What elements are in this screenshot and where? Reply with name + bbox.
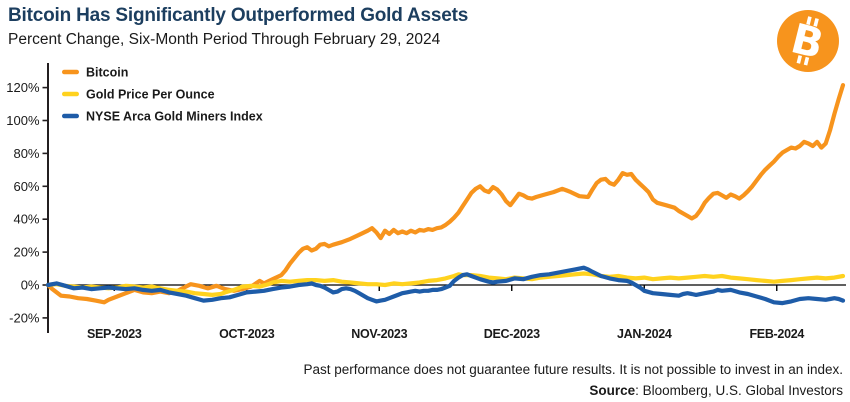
legend-label: NYSE Arca Gold Miners Index [86, 110, 263, 124]
page-title: Bitcoin Has Significantly Outperformed G… [8, 5, 469, 26]
performance-line-chart: 120% 100% 80% 60% 40% 20% 0% -20% SEP-2023 OCT-20… [6, 63, 846, 341]
y-tick-label: 60% [13, 179, 39, 194]
y-tick-label: -20% [9, 310, 40, 325]
bitcoin-coin-icon: B [777, 10, 839, 72]
x-tick-label: FEB-2024 [749, 327, 804, 341]
x-tick-label: JAN-2024 [617, 327, 672, 341]
x-tick-label: OCT-2023 [219, 327, 275, 341]
legend-label: Bitcoin [86, 66, 128, 80]
series-line-nyse-arca-gold-miners-index [45, 265, 846, 306]
page-subtitle: Percent Change, Six-Month Period Through… [8, 31, 441, 48]
x-tick-label: NOV-2023 [351, 327, 407, 341]
y-tick-label: 20% [13, 245, 39, 260]
x-tick-label: DEC-2023 [484, 327, 540, 341]
y-tick-label: 120% [6, 80, 40, 95]
source-text: : Bloomberg, U.S. Global Investors [635, 383, 843, 398]
legend-swatch-2 [62, 91, 79, 97]
legend-label: Gold Price Per Ounce [86, 88, 215, 102]
disclaimer-text: Past performance does not guarantee futu… [303, 362, 843, 377]
source-line: Source: Bloomberg, U.S. Global Investors [303, 380, 843, 401]
legend-swatch-3 [62, 113, 79, 119]
chart-footer: Past performance does not guarantee futu… [303, 359, 843, 401]
y-tick-label: 100% [6, 113, 40, 128]
bitcoin-logo-icon: B [776, 9, 840, 73]
legend-swatch-1 [62, 69, 79, 75]
y-tick-label: 0% [21, 278, 40, 293]
source-label: Source [589, 383, 636, 398]
y-tick-label: 40% [13, 212, 39, 227]
series-line-gold-price-per-ounce [45, 271, 846, 297]
y-tick-label: 80% [13, 146, 39, 161]
x-tick-label: SEP-2023 [87, 327, 142, 341]
